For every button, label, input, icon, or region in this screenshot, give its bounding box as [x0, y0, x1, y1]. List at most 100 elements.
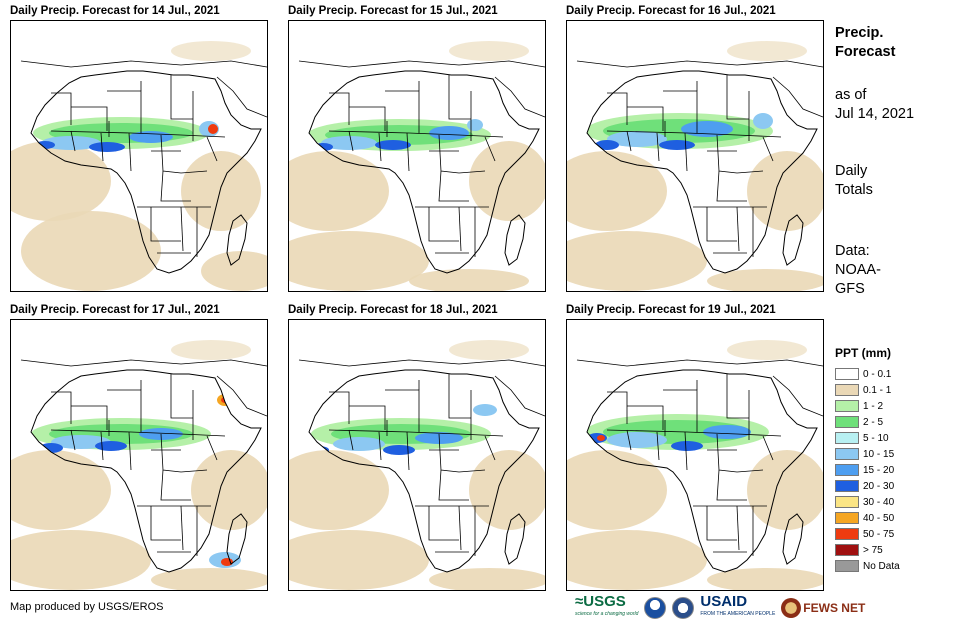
legend-swatch: [835, 528, 859, 540]
fewsnet-logo: FEWS NET: [781, 598, 865, 618]
forecast-panel-jul14: Daily Precip. Forecast for 14 Jul., 2021: [10, 4, 270, 292]
country-border: [170, 374, 193, 419]
country-border: [328, 429, 504, 437]
country-border: [627, 106, 664, 131]
country-border: [51, 391, 72, 424]
legend-label: > 75: [863, 544, 883, 556]
country-border: [128, 431, 132, 471]
ocean-precip-area: [221, 558, 233, 566]
legend: PPT (mm) 0 - 0.1 0.1 - 1 1 - 2 2 - 5 5 - 10 1…: [835, 346, 960, 574]
precip-area: [753, 113, 773, 129]
ocean-light-precip: [747, 450, 823, 530]
ocean-light-precip: [181, 151, 261, 231]
country-border: [736, 505, 740, 551]
precip-area: [208, 124, 218, 134]
forecast-panel-jul19: Daily Precip. Forecast for 19 Jul., 2021: [566, 303, 826, 591]
legend-swatch: [835, 416, 859, 428]
legend-swatch: [835, 544, 859, 556]
country-border: [71, 405, 108, 430]
country-border: [656, 132, 660, 162]
north-light-precip: [171, 41, 251, 61]
country-border: [70, 130, 76, 152]
legend-item: 0.1 - 1: [835, 382, 960, 398]
africa-coastline: [308, 369, 540, 573]
panel-title: Daily Precip. Forecast for 19 Jul., 2021: [566, 304, 776, 316]
madagascar-coastline: [782, 513, 804, 565]
country-border: [206, 136, 218, 162]
country-border: [736, 206, 740, 252]
panel-title: Daily Precip. Forecast for 18 Jul., 2021: [288, 304, 498, 316]
country-border: [626, 429, 632, 451]
precip-area: [217, 394, 233, 406]
country-border: [448, 75, 471, 120]
precip-band: [33, 117, 219, 152]
precip-area: [95, 441, 127, 451]
usgs-tagline: science for a changing world: [575, 611, 639, 617]
country-border: [180, 505, 184, 551]
precip-area: [333, 437, 385, 451]
ocean-light-precip: [11, 141, 111, 221]
country-border: [726, 75, 749, 120]
country-border: [762, 136, 774, 162]
legend-label: 50 - 75: [863, 528, 895, 540]
panel-title: Daily Precip. Forecast for 14 Jul., 2021: [10, 5, 220, 17]
north-light-precip: [727, 340, 807, 360]
country-border: [458, 469, 486, 473]
country-border: [606, 429, 782, 437]
precip-map-graphic: [11, 340, 267, 590]
fewsnet-logo-text: FEWS NET: [803, 601, 866, 615]
precip-area: [607, 432, 667, 448]
legend-label: 5 - 10: [863, 432, 889, 444]
precip-map: [288, 20, 546, 292]
country-border: [656, 431, 660, 461]
africa-coastline: [586, 369, 818, 573]
precip-area: [41, 136, 101, 150]
country-border: [458, 170, 486, 174]
ocean-light-precip: [429, 568, 545, 590]
country-border: [150, 506, 181, 541]
seal-logo-icon: [672, 597, 695, 619]
country-border: [438, 469, 469, 501]
legend-title: PPT (mm): [835, 346, 892, 360]
usaid-logo: USAID FROM THE AMERICAN PEOPLE: [700, 594, 776, 621]
legend-label: 1 - 2: [863, 400, 884, 412]
mediterranean-coast: [298, 60, 545, 68]
country-border: [160, 170, 191, 202]
arabia-coast: [772, 375, 823, 417]
precip-map-graphic: [567, 340, 823, 590]
legend-swatch: [835, 480, 859, 492]
country-border: [627, 405, 664, 430]
legend-label: 40 - 50: [863, 512, 895, 524]
panel-title: Daily Precip. Forecast for 16 Jul., 2021: [566, 5, 776, 17]
legend-item: 10 - 15: [835, 446, 960, 462]
usaid-tagline: FROM THE AMERICAN PEOPLE: [700, 611, 776, 617]
legend-item: > 75: [835, 542, 960, 558]
precip-area: [607, 131, 667, 147]
legend-item: 20 - 30: [835, 478, 960, 494]
precip-area: [595, 140, 619, 150]
country-border: [71, 106, 108, 131]
country-border: [684, 431, 688, 471]
ocean-light-precip: [747, 151, 823, 231]
daily-totals-line2: Totals: [835, 182, 873, 198]
legend-label: 0.1 - 1: [863, 384, 892, 396]
country-border: [329, 92, 350, 125]
logo-strip: ≈USGS science for a changing world USAID…: [575, 594, 865, 622]
country-border: [50, 130, 226, 138]
product-title-line1: Precip.: [835, 25, 884, 41]
country-border: [348, 429, 354, 451]
precip-map: [566, 20, 824, 292]
precip-area: [89, 142, 125, 152]
country-border: [458, 206, 462, 252]
country-border: [428, 506, 459, 541]
noaa-logo-icon: [644, 597, 667, 619]
north-light-precip: [171, 340, 251, 360]
north-light-precip: [449, 340, 529, 360]
country-border: [50, 429, 226, 437]
country-border: [70, 429, 76, 451]
country-border: [160, 469, 191, 501]
country-border: [606, 130, 782, 138]
product-title-line2: Forecast: [835, 44, 896, 60]
ocean-light-precip: [289, 530, 429, 590]
legend-swatch: [835, 560, 859, 572]
